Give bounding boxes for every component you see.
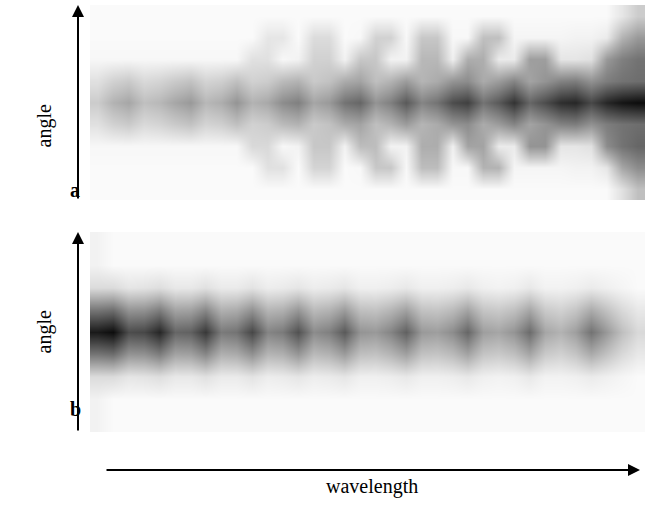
svg-text:wavelength: wavelength: [326, 475, 418, 498]
svg-text:b: b: [70, 398, 81, 420]
svg-text:angle: angle: [33, 104, 56, 147]
svg-text:a: a: [70, 179, 80, 201]
svg-text:angle: angle: [33, 310, 56, 353]
